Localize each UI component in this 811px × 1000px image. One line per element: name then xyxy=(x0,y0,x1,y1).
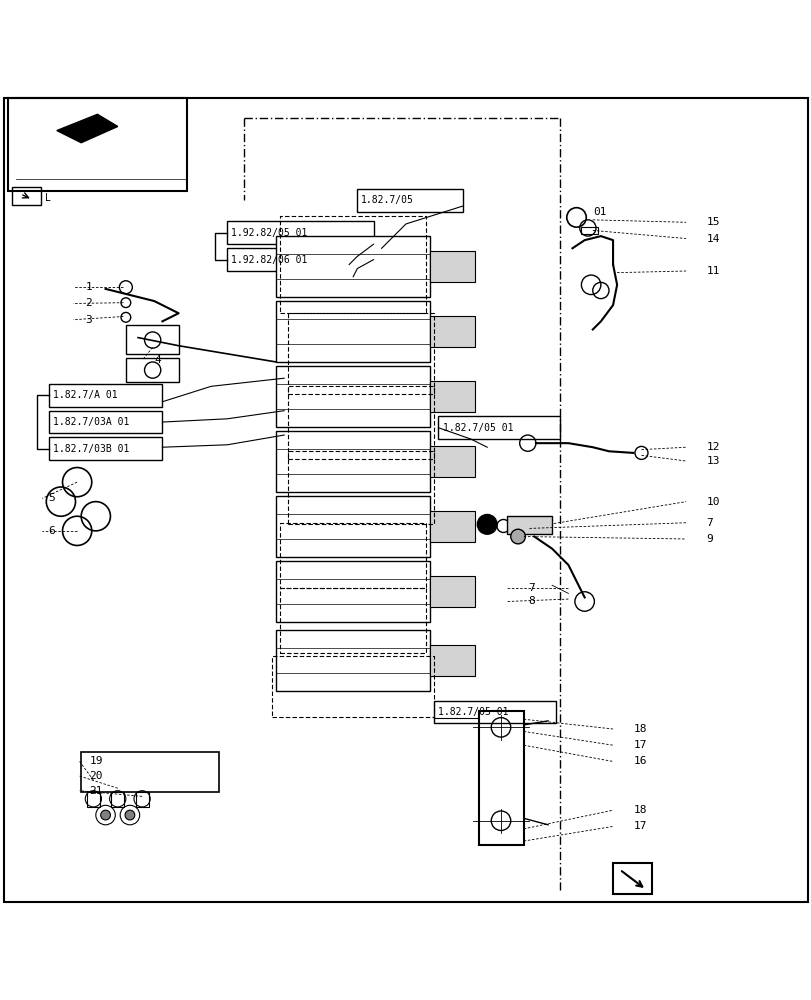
Polygon shape xyxy=(57,114,118,143)
Bar xyxy=(276,301,430,362)
Text: 1.82.7/03A 01: 1.82.7/03A 01 xyxy=(53,417,129,427)
Text: 1.82.7/05: 1.82.7/05 xyxy=(361,195,414,205)
Text: 21: 21 xyxy=(89,786,103,796)
Bar xyxy=(430,316,474,347)
Text: 7: 7 xyxy=(527,583,534,593)
Bar xyxy=(276,561,430,622)
Bar xyxy=(430,645,474,676)
Text: 1: 1 xyxy=(85,282,92,292)
Bar xyxy=(430,446,474,477)
Bar xyxy=(438,416,560,439)
Text: 10: 10 xyxy=(706,497,719,507)
Bar xyxy=(227,248,373,271)
Text: 19: 19 xyxy=(89,756,103,766)
Bar xyxy=(81,752,219,792)
Bar xyxy=(357,189,462,212)
Text: 1.82.7/05 01: 1.82.7/05 01 xyxy=(442,423,513,433)
Text: L: L xyxy=(45,193,50,203)
Text: 9: 9 xyxy=(706,534,712,544)
Text: 1.82.7/05 01: 1.82.7/05 01 xyxy=(438,707,508,717)
Bar xyxy=(276,630,430,691)
Bar xyxy=(49,384,162,407)
Text: 2: 2 xyxy=(85,298,92,308)
Bar xyxy=(507,516,551,534)
Text: 1.92.82/06 01: 1.92.82/06 01 xyxy=(231,255,307,265)
Bar xyxy=(126,325,178,354)
Bar xyxy=(276,431,430,492)
Circle shape xyxy=(510,529,525,544)
Bar xyxy=(612,863,651,894)
Text: 1.82.7/A 01: 1.82.7/A 01 xyxy=(53,390,118,400)
Text: 12: 12 xyxy=(706,442,719,452)
Text: 7: 7 xyxy=(706,518,712,528)
Text: 1.82.7/03B 01: 1.82.7/03B 01 xyxy=(53,444,129,454)
Text: 13: 13 xyxy=(706,456,719,466)
Bar xyxy=(49,411,162,433)
Bar xyxy=(111,792,124,807)
Text: 17: 17 xyxy=(633,740,646,750)
Bar xyxy=(276,496,430,557)
Bar xyxy=(434,701,556,723)
Bar xyxy=(135,792,148,807)
Bar xyxy=(126,358,178,382)
Bar xyxy=(276,236,430,297)
Text: 17: 17 xyxy=(633,821,646,831)
Text: 4: 4 xyxy=(154,355,161,365)
Circle shape xyxy=(125,810,135,820)
Text: 8: 8 xyxy=(527,596,534,606)
Text: 11: 11 xyxy=(706,266,719,276)
Bar xyxy=(227,221,373,244)
Text: 18: 18 xyxy=(633,724,646,734)
Text: 3: 3 xyxy=(85,315,92,325)
Bar xyxy=(8,98,187,191)
Circle shape xyxy=(101,810,110,820)
Bar xyxy=(581,227,597,234)
Text: 14: 14 xyxy=(706,234,719,244)
Bar xyxy=(12,187,41,205)
Text: 16: 16 xyxy=(633,756,646,766)
Text: 15: 15 xyxy=(706,217,719,227)
Bar xyxy=(87,792,100,807)
Circle shape xyxy=(477,515,496,534)
Text: 20: 20 xyxy=(89,771,103,781)
Text: 18: 18 xyxy=(633,805,646,815)
Text: 6: 6 xyxy=(49,526,55,536)
Bar xyxy=(276,366,430,427)
Text: 1.92.82/05 01: 1.92.82/05 01 xyxy=(231,228,307,238)
Bar xyxy=(430,381,474,412)
Bar xyxy=(430,251,474,282)
Bar xyxy=(49,437,162,460)
Text: 01: 01 xyxy=(592,207,606,217)
Bar xyxy=(478,711,523,845)
Bar xyxy=(430,511,474,542)
Bar xyxy=(430,576,474,607)
Text: 5: 5 xyxy=(49,493,55,503)
